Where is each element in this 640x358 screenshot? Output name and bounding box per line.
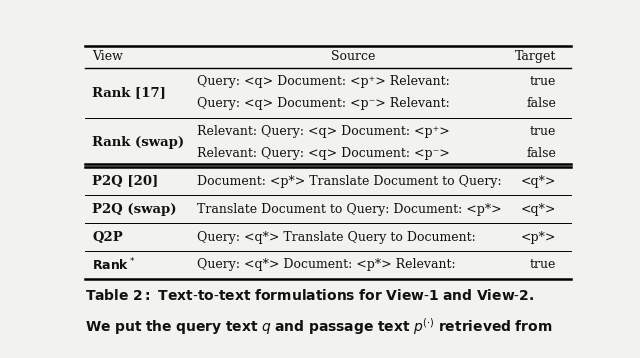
Text: $\mathbf{We\ put\ the\ query\ text}$ $q$ $\mathbf{and\ passage\ text}$ $p^{(\cdo: $\mathbf{We\ put\ the\ query\ text}$ $q$… [85,316,552,337]
Text: Translate Document to Query: Document: <p*>: Translate Document to Query: Document: <… [196,203,501,216]
Text: Query: <q*> Translate Query to Document:: Query: <q*> Translate Query to Document: [196,231,476,243]
Text: <p*>: <p*> [521,231,556,243]
Text: Relevant: Query: <q> Document: <p⁺>: Relevant: Query: <q> Document: <p⁺> [196,125,449,138]
Text: Rank [17]: Rank [17] [92,86,166,100]
Text: Source: Source [331,50,375,63]
Text: false: false [526,147,556,160]
Text: true: true [530,125,556,138]
Text: Target: Target [515,50,556,63]
Text: Query: <q> Document: <p⁻> Relevant:: Query: <q> Document: <p⁻> Relevant: [196,97,449,110]
Text: Query: <q> Document: <p⁺> Relevant:: Query: <q> Document: <p⁺> Relevant: [196,76,449,88]
Text: Relevant: Query: <q> Document: <p⁻>: Relevant: Query: <q> Document: <p⁻> [196,147,449,160]
Text: View: View [92,50,124,63]
Text: Query: <q*> Document: <p*> Relevant:: Query: <q*> Document: <p*> Relevant: [196,258,455,271]
Text: Rank (swap): Rank (swap) [92,136,184,149]
Text: $\mathbf{Rank}^*$: $\mathbf{Rank}^*$ [92,256,136,273]
Text: P2Q (swap): P2Q (swap) [92,203,177,216]
Text: false: false [526,97,556,110]
Text: $\mathbf{Table\ 2:\ Text\text{-}to\text{-}text\ formulations\ for\ View\text{-}1: $\mathbf{Table\ 2:\ Text\text{-}to\text{… [85,288,534,303]
Text: <q*>: <q*> [521,203,556,216]
Text: true: true [530,76,556,88]
Text: P2Q [20]: P2Q [20] [92,175,159,188]
Text: Q2P: Q2P [92,231,123,243]
Text: Document: <p*> Translate Document to Query:: Document: <p*> Translate Document to Que… [196,175,501,188]
Text: <q*>: <q*> [521,175,556,188]
Text: true: true [530,258,556,271]
